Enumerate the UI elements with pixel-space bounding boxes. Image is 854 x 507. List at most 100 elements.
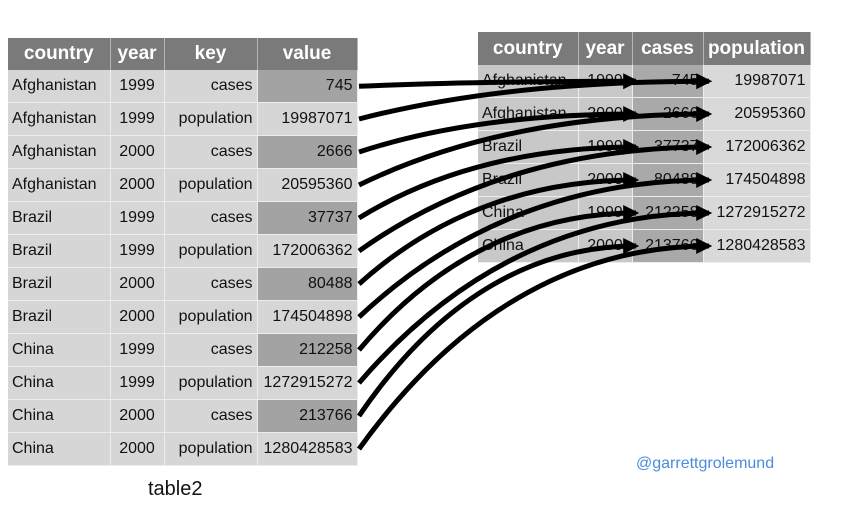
cell-cases: 212258 — [632, 196, 704, 230]
cell-year: 1999 — [578, 130, 633, 164]
cell-value: 37737 — [257, 201, 358, 235]
table-row: China 2000 cases 213766 — [8, 399, 358, 433]
table-row: China 2000 population 1280428583 — [8, 432, 358, 466]
cell-key: cases — [164, 399, 258, 433]
cell-population: 19987071 — [703, 65, 811, 98]
left-table: country year key value Afghanistan 1999 ca… — [8, 38, 358, 466]
table-row: Brazil 1999 cases 37737 — [8, 201, 358, 235]
cell-year: 2000 — [578, 97, 633, 131]
cell-country: Brazil — [8, 234, 111, 268]
header-year: year — [578, 32, 633, 65]
cell-year: 1999 — [110, 201, 165, 235]
cell-year: 2000 — [578, 229, 633, 263]
cell-key: cases — [164, 267, 258, 301]
cell-value: 213766 — [257, 399, 358, 433]
cell-value: 20595360 — [257, 168, 358, 202]
cell-year: 1999 — [110, 333, 165, 367]
cell-year: 2000 — [578, 163, 633, 197]
cell-cases: 745 — [632, 65, 704, 98]
cell-country: Brazil — [8, 300, 111, 334]
right-table-header: country year cases population — [478, 32, 811, 65]
cell-country: Brazil — [478, 163, 579, 197]
cell-key: cases — [164, 135, 258, 169]
table-row: China 1999 212258 1272915272 — [478, 196, 811, 230]
cell-year: 1999 — [578, 196, 633, 230]
cell-year: 2000 — [110, 432, 165, 466]
right-table: country year cases population Afghanista… — [478, 32, 811, 263]
cell-value: 174504898 — [257, 300, 358, 334]
cell-country: Brazil — [8, 201, 111, 235]
cell-cases: 213766 — [632, 229, 704, 263]
cell-population: 172006362 — [703, 130, 811, 164]
table-row: Brazil 1999 population 172006362 — [8, 234, 358, 268]
table-row: Afghanistan 2000 population 20595360 — [8, 168, 358, 202]
arrow-population-11 — [356, 238, 713, 451]
cell-value: 1272915272 — [257, 366, 358, 400]
cell-value: 745 — [257, 70, 358, 103]
table-caption: table2 — [148, 478, 203, 500]
cell-country: China — [8, 399, 111, 433]
table-row: Afghanistan 2000 2666 20595360 — [478, 97, 811, 131]
cell-country: Afghanistan — [8, 168, 111, 202]
cell-country: China — [478, 196, 579, 230]
header-country: country — [478, 32, 579, 65]
table-row: Afghanistan 1999 cases 745 — [8, 70, 358, 103]
table-row: China 1999 population 1272915272 — [8, 366, 358, 400]
cell-cases: 2666 — [632, 97, 704, 131]
table-row: Brazil 1999 37737 172006362 — [478, 130, 811, 164]
cell-key: cases — [164, 333, 258, 367]
cell-key: population — [164, 234, 258, 268]
table-row: Afghanistan 1999 745 19987071 — [478, 65, 811, 98]
cell-key: cases — [164, 201, 258, 235]
cell-year: 2000 — [110, 267, 165, 301]
cell-year: 1999 — [110, 102, 165, 136]
cell-key: population — [164, 300, 258, 334]
cell-key: population — [164, 432, 258, 466]
cell-cases: 80488 — [632, 163, 704, 197]
cell-cases: 37737 — [632, 130, 704, 164]
cell-country: Brazil — [8, 267, 111, 301]
cell-country: China — [8, 333, 111, 367]
header-cases: cases — [632, 32, 704, 65]
cell-country: China — [8, 366, 111, 400]
arrow-cases-10 — [356, 238, 640, 418]
header-key: key — [164, 38, 258, 70]
cell-year: 2000 — [110, 300, 165, 334]
cell-country: Afghanistan — [8, 135, 111, 169]
cell-year: 1999 — [110, 70, 165, 103]
cell-value: 212258 — [257, 333, 358, 367]
cell-key: cases — [164, 70, 258, 103]
cell-year: 2000 — [110, 168, 165, 202]
cell-year: 2000 — [110, 135, 165, 169]
cell-key: population — [164, 168, 258, 202]
cell-year: 1999 — [578, 65, 633, 98]
cell-country: China — [8, 432, 111, 466]
cell-country: China — [478, 229, 579, 263]
table-row: Afghanistan 2000 cases 2666 — [8, 135, 358, 169]
cell-population: 1272915272 — [703, 196, 811, 230]
table-row: Brazil 2000 80488 174504898 — [478, 163, 811, 197]
table-row: Brazil 2000 population 174504898 — [8, 300, 358, 334]
cell-value: 172006362 — [257, 234, 358, 268]
cell-population: 1280428583 — [703, 229, 811, 263]
cell-year: 1999 — [110, 366, 165, 400]
cell-value: 19987071 — [257, 102, 358, 136]
cell-country: Afghanistan — [8, 70, 111, 103]
cell-population: 174504898 — [703, 163, 811, 197]
cell-year: 2000 — [110, 399, 165, 433]
cell-country: Brazil — [478, 130, 579, 164]
cell-country: Afghanistan — [8, 102, 111, 136]
cell-value: 1280428583 — [257, 432, 358, 466]
cell-country: Afghanistan — [478, 97, 579, 131]
cell-country: Afghanistan — [478, 65, 579, 98]
header-year: year — [110, 38, 165, 70]
table-row: Brazil 2000 cases 80488 — [8, 267, 358, 301]
left-table-header: country year key value — [8, 38, 358, 70]
table-row: China 2000 213766 1280428583 — [478, 229, 811, 263]
cell-year: 1999 — [110, 234, 165, 268]
table-row: China 1999 cases 212258 — [8, 333, 358, 367]
header-country: country — [8, 38, 111, 70]
header-population: population — [703, 32, 811, 65]
header-value: value — [257, 38, 358, 70]
cell-key: population — [164, 366, 258, 400]
